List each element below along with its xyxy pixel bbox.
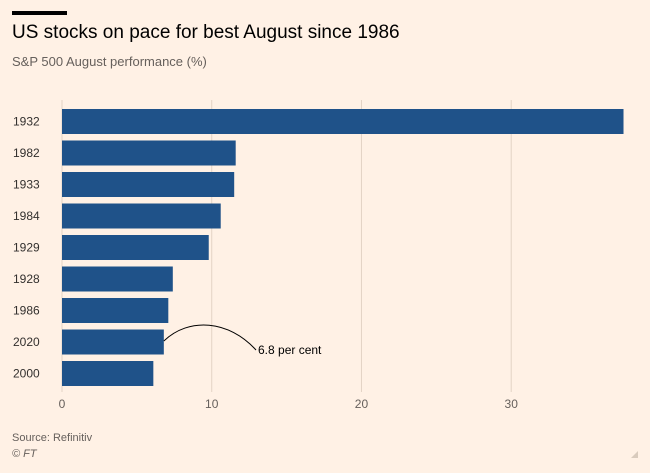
annotation-label-2020: 6.8 per cent	[258, 343, 322, 357]
bar-1928	[62, 266, 173, 292]
category-label-1984: 1984	[13, 209, 40, 223]
category-label-1986: 1986	[13, 304, 40, 318]
bar-1984	[62, 203, 221, 229]
bar-2020	[62, 329, 164, 355]
x-tick-label-0: 0	[59, 397, 66, 411]
bar-1929	[62, 235, 209, 260]
chart-subtitle: S&P 500 August performance (%)	[12, 54, 207, 69]
x-tick-label-30: 30	[505, 397, 519, 411]
category-label-1933: 1933	[13, 178, 40, 192]
bar-2000	[62, 361, 154, 386]
bar-1932	[62, 109, 624, 134]
annotations: 6.8 per cent	[163, 324, 322, 357]
chart-title: US stocks on pace for best August since …	[12, 22, 400, 43]
x-axis-ticks: 0 10 20 30	[59, 397, 519, 411]
source-note: Source: Refinitiv	[12, 432, 93, 444]
category-label-1928: 1928	[13, 272, 40, 286]
ft-credit: © FT	[12, 448, 37, 460]
category-label-1929: 1929	[13, 241, 40, 255]
x-tick-label-20: 20	[355, 397, 369, 411]
resize-grip-icon	[631, 451, 638, 458]
bar-1933	[62, 172, 235, 197]
category-label-2000: 2000	[13, 367, 40, 381]
bar-1986	[62, 298, 169, 323]
category-label-2020: 2020	[13, 335, 40, 349]
category-label-1932: 1932	[13, 115, 40, 129]
category-label-1982: 1982	[13, 146, 40, 160]
category-labels: 1932 1982 1933 1984 1929 1928 1986 2020 2000	[13, 115, 40, 381]
bars	[62, 109, 624, 386]
x-tick-label-10: 10	[205, 397, 219, 411]
annotation-connector	[163, 324, 257, 351]
title-accent-rule	[12, 11, 67, 15]
bar-1982	[62, 140, 236, 166]
